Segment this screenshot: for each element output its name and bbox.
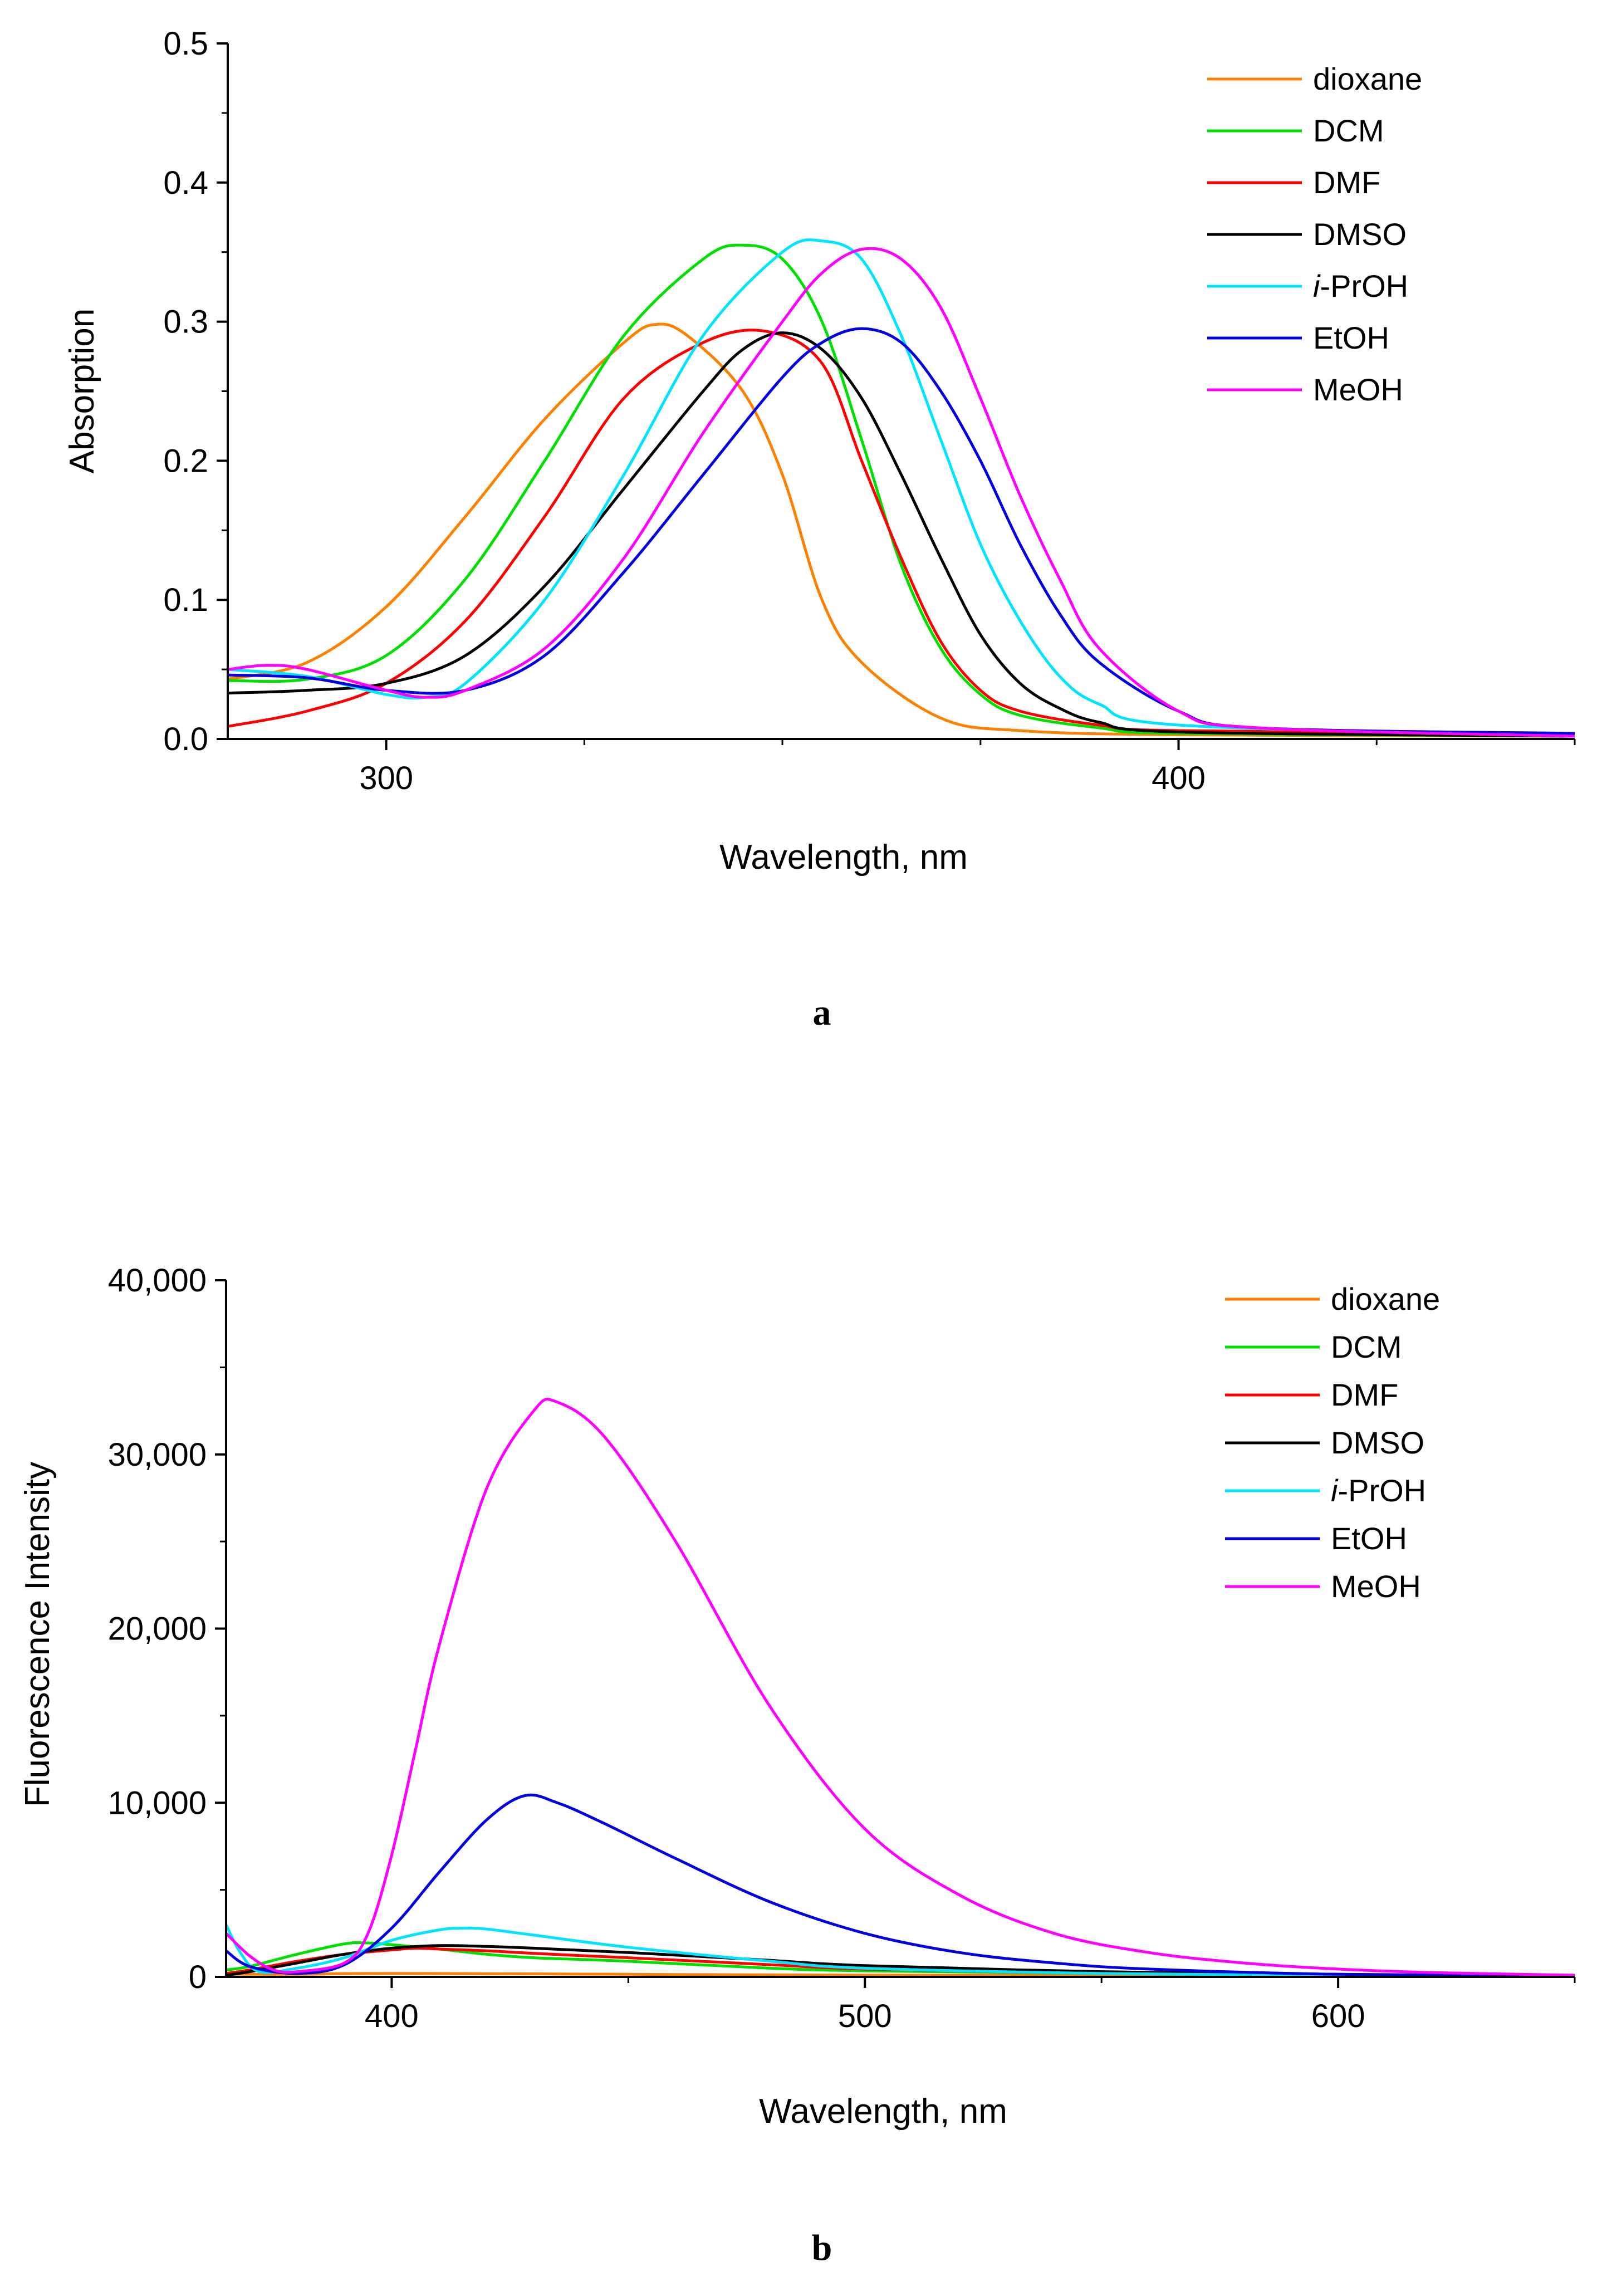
fluorescence-series-layer xyxy=(224,1398,1575,1977)
absorption-legend-label-dmso: DMSO xyxy=(1313,217,1407,252)
fluorescence-y-tick-label: 40,000 xyxy=(108,1262,207,1299)
absorption-ticks: 0.0 0.1 0.2 0.3 0.4 0.5 300 400 xyxy=(163,26,1576,796)
fluorescence-legend-label-meoh: MeOH xyxy=(1331,1569,1421,1604)
absorption-x-tick-label: 400 xyxy=(1152,760,1206,796)
fluorescence-legend-label-dmso: DMSO xyxy=(1331,1425,1424,1460)
absorption-legend-label-etoh: EtOH xyxy=(1313,320,1389,355)
fluorescence-series-i-proh xyxy=(224,1924,1575,1977)
absorption-legend-label-dmf: DMF xyxy=(1313,165,1380,200)
fluorescence-legend-label-etoh: EtOH xyxy=(1331,1521,1407,1556)
absorption-legend-label-i-proh: i-PrOH xyxy=(1313,268,1408,303)
absorption-y-axis-title: Absorption xyxy=(63,309,101,473)
fluorescence-x-tick-label: 500 xyxy=(838,1998,892,2034)
absorption-y-tick-label: 0.2 xyxy=(163,443,208,479)
fluorescence-x-tick-label: 600 xyxy=(1311,1998,1365,2034)
fluorescence-legend-label-dioxane: dioxane xyxy=(1331,1281,1440,1316)
absorption-y-tick-label: 0.1 xyxy=(163,582,208,618)
absorption-x-tick-label: 300 xyxy=(359,760,413,796)
fluorescence-y-axis-title: Fluorescence Intensity xyxy=(18,1462,57,1807)
fluorescence-legend-label-i-proh: i-PrOH xyxy=(1331,1473,1426,1508)
absorption-series-layer xyxy=(227,238,1575,738)
absorption-series-dioxane xyxy=(227,322,1575,738)
fluorescence-legend: dioxane DCM DMF DMSO i-PrOH EtOH MeOH xyxy=(1225,1281,1440,1604)
absorption-series-dcm xyxy=(227,243,1575,738)
absorption-y-tick-label: 0.3 xyxy=(163,304,208,340)
fluorescence-chart: 0 10,000 20,000 30,000 40,000 400 500 600 Wavel… xyxy=(18,1262,1576,2268)
absorption-series-i-proh xyxy=(227,238,1575,738)
absorption-legend-label-meoh: MeOH xyxy=(1313,372,1403,407)
fluorescence-series-etoh xyxy=(225,1793,1575,1977)
fluorescence-legend-label-dmf: DMF xyxy=(1331,1377,1398,1412)
fluorescence-y-tick-label: 30,000 xyxy=(108,1437,207,1473)
absorption-y-tick-label: 0.0 xyxy=(163,721,208,757)
fluorescence-y-tick-label: 10,000 xyxy=(108,1785,207,1821)
absorption-series-meoh xyxy=(227,247,1575,738)
absorption-legend-label-dioxane: dioxane xyxy=(1313,61,1422,96)
fluorescence-x-axis-title: Wavelength, nm xyxy=(759,2092,1007,2131)
fluorescence-series-meoh xyxy=(225,1398,1575,1977)
absorption-panel-label: a xyxy=(813,992,831,1033)
fluorescence-ticks: 0 10,000 20,000 30,000 40,000 400 500 600 xyxy=(108,1262,1576,2034)
absorption-series-dmso xyxy=(227,331,1575,738)
absorption-legend-label-dcm: DCM xyxy=(1313,113,1384,148)
fluorescence-y-tick-label: 0 xyxy=(189,1959,207,1995)
fluorescence-legend-label-dcm: DCM xyxy=(1331,1329,1402,1364)
fluorescence-y-tick-label: 20,000 xyxy=(108,1611,207,1647)
fluorescence-panel-label: b xyxy=(812,2228,832,2268)
absorption-y-tick-label: 0.5 xyxy=(163,26,208,62)
fluorescence-x-tick-label: 400 xyxy=(365,1998,419,2034)
absorption-y-tick-label: 0.4 xyxy=(163,165,208,201)
absorption-legend: dioxane DCM DMF DMSO i-PrOH EtOH MeOH xyxy=(1207,61,1422,407)
absorption-x-axis-title: Wavelength, nm xyxy=(719,838,968,877)
